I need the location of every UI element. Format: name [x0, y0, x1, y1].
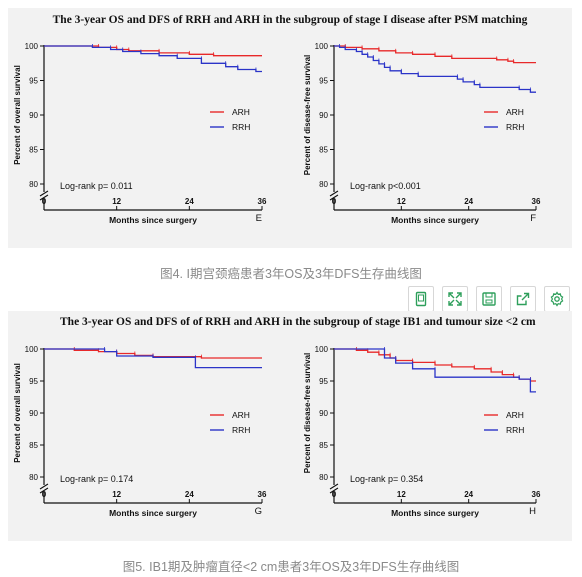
x-tick-label: 36 — [532, 490, 541, 499]
y-tick-label: 100 — [25, 42, 39, 51]
save-icon — [482, 292, 496, 306]
y-tick-label: 90 — [319, 111, 328, 120]
y-tick-label: 80 — [319, 180, 328, 189]
panel-label: H — [529, 506, 536, 517]
settings-icon — [550, 291, 564, 307]
survival-chart-E: 80 85 90 95 100 0 12 24 36 Months since surgery E P… — [13, 42, 267, 225]
share-button[interactable] — [510, 286, 536, 312]
y-tick-label: 85 — [319, 441, 328, 450]
series-line-rrh — [44, 45, 262, 73]
x-tick-label: 24 — [185, 197, 194, 206]
y-tick-label: 100 — [315, 42, 329, 51]
y-tick-label: 90 — [29, 409, 38, 418]
log-rank-annotation: Log-rank p= 0.011 — [60, 181, 133, 191]
legend-label-rrh: RRH — [506, 425, 524, 435]
figure-4-caption: 图4. I期宫颈癌患者3年OS及3年DFS生存曲线图 — [160, 267, 422, 281]
x-tick-label: 12 — [112, 197, 121, 206]
settings-button[interactable] — [544, 286, 570, 312]
x-axis-label: Months since surgery — [109, 215, 197, 225]
figure-4-panel: The 3-year OS and DFS of RRH and ARH in … — [8, 8, 572, 248]
fullscreen-button[interactable] — [442, 286, 468, 312]
panel-label: G — [255, 506, 262, 517]
figure-5-panel: The 3-year OS and DFS of of RRH and ARH … — [8, 311, 572, 541]
x-tick-label: 36 — [258, 490, 267, 499]
panel-label: E — [256, 213, 262, 224]
y-tick-label: 95 — [29, 77, 38, 86]
x-axis-label: Months since surgery — [109, 508, 197, 518]
y-tick-label: 100 — [315, 345, 329, 354]
y-axis-break — [329, 190, 339, 201]
y-tick-label: 100 — [25, 345, 39, 354]
figure-5-caption: 图5. IB1期及肿瘤直径<2 cm患者3年OS及3年DFS生存曲线图 — [122, 560, 460, 574]
y-tick-label: 85 — [29, 441, 38, 450]
x-tick-label: 24 — [185, 490, 194, 499]
x-tick-label: 0 — [42, 490, 47, 499]
y-tick-label: 80 — [29, 180, 38, 189]
y-tick-label: 95 — [319, 77, 328, 86]
x-axis-label: Months since surgery — [391, 215, 479, 225]
y-tick-label: 80 — [319, 473, 328, 482]
legend-label-arh: ARH — [506, 410, 524, 420]
x-tick-label: 24 — [464, 197, 473, 206]
x-tick-label: 36 — [258, 197, 267, 206]
x-tick-label: 0 — [332, 490, 337, 499]
mobile-view-icon — [415, 291, 427, 307]
log-rank-annotation: Log-rank p<0.001 — [350, 181, 421, 191]
legend-label-rrh: RRH — [232, 122, 250, 132]
log-rank-annotation: Log-rank p= 0.354 — [350, 474, 423, 484]
y-tick-label: 90 — [29, 111, 38, 120]
survival-chart-F: 80 85 90 95 100 0 12 24 36 Months since surgery F P… — [303, 42, 541, 225]
x-tick-label: 12 — [112, 490, 121, 499]
y-axis-break — [39, 483, 49, 494]
mobile-view-button[interactable] — [408, 286, 434, 312]
x-tick-label: 0 — [42, 197, 47, 206]
survival-chart-G: 80 85 90 95 100 0 12 24 36 Months since surgery G P… — [13, 345, 267, 518]
legend-label-arh: ARH — [232, 410, 250, 420]
legend-label-rrh: RRH — [232, 425, 250, 435]
y-axis-label: Percent of disease-free survival — [303, 55, 312, 176]
x-tick-label: 0 — [332, 197, 337, 206]
y-tick-label: 80 — [29, 473, 38, 482]
y-tick-label: 95 — [29, 377, 38, 386]
legend-label-arh: ARH — [506, 107, 524, 117]
image-toolbar — [408, 286, 570, 312]
log-rank-annotation: Log-rank p= 0.174 — [60, 474, 133, 484]
legend-label-rrh: RRH — [506, 122, 524, 132]
y-axis-label: Percent of overall survival — [13, 65, 22, 165]
x-axis-label: Months since surgery — [391, 508, 479, 518]
series-line-rrh — [334, 348, 536, 393]
y-tick-label: 85 — [29, 146, 38, 155]
y-axis-label: Percent of disease-free survival — [303, 353, 312, 474]
y-tick-label: 85 — [319, 146, 328, 155]
save-button[interactable] — [476, 286, 502, 312]
survival-chart-H: 80 85 90 95 100 0 12 24 36 Months since surgery H P… — [303, 345, 541, 518]
x-tick-label: 12 — [397, 490, 406, 499]
panel-label: F — [530, 213, 536, 224]
y-axis-label: Percent of overall survival — [13, 363, 22, 463]
share-icon — [516, 292, 530, 306]
y-tick-label: 90 — [319, 409, 328, 418]
x-tick-label: 12 — [397, 197, 406, 206]
y-axis-break — [39, 190, 49, 201]
fullscreen-icon — [448, 292, 462, 306]
y-axis-break — [329, 483, 339, 494]
legend-label-arh: ARH — [232, 107, 250, 117]
figure-5-title: The 3-year OS and DFS of of RRH and ARH … — [60, 316, 536, 328]
x-tick-label: 24 — [464, 490, 473, 499]
y-tick-label: 95 — [319, 377, 328, 386]
x-tick-label: 36 — [532, 197, 541, 206]
figure-4-title: The 3-year OS and DFS of RRH and ARH in … — [52, 14, 528, 26]
